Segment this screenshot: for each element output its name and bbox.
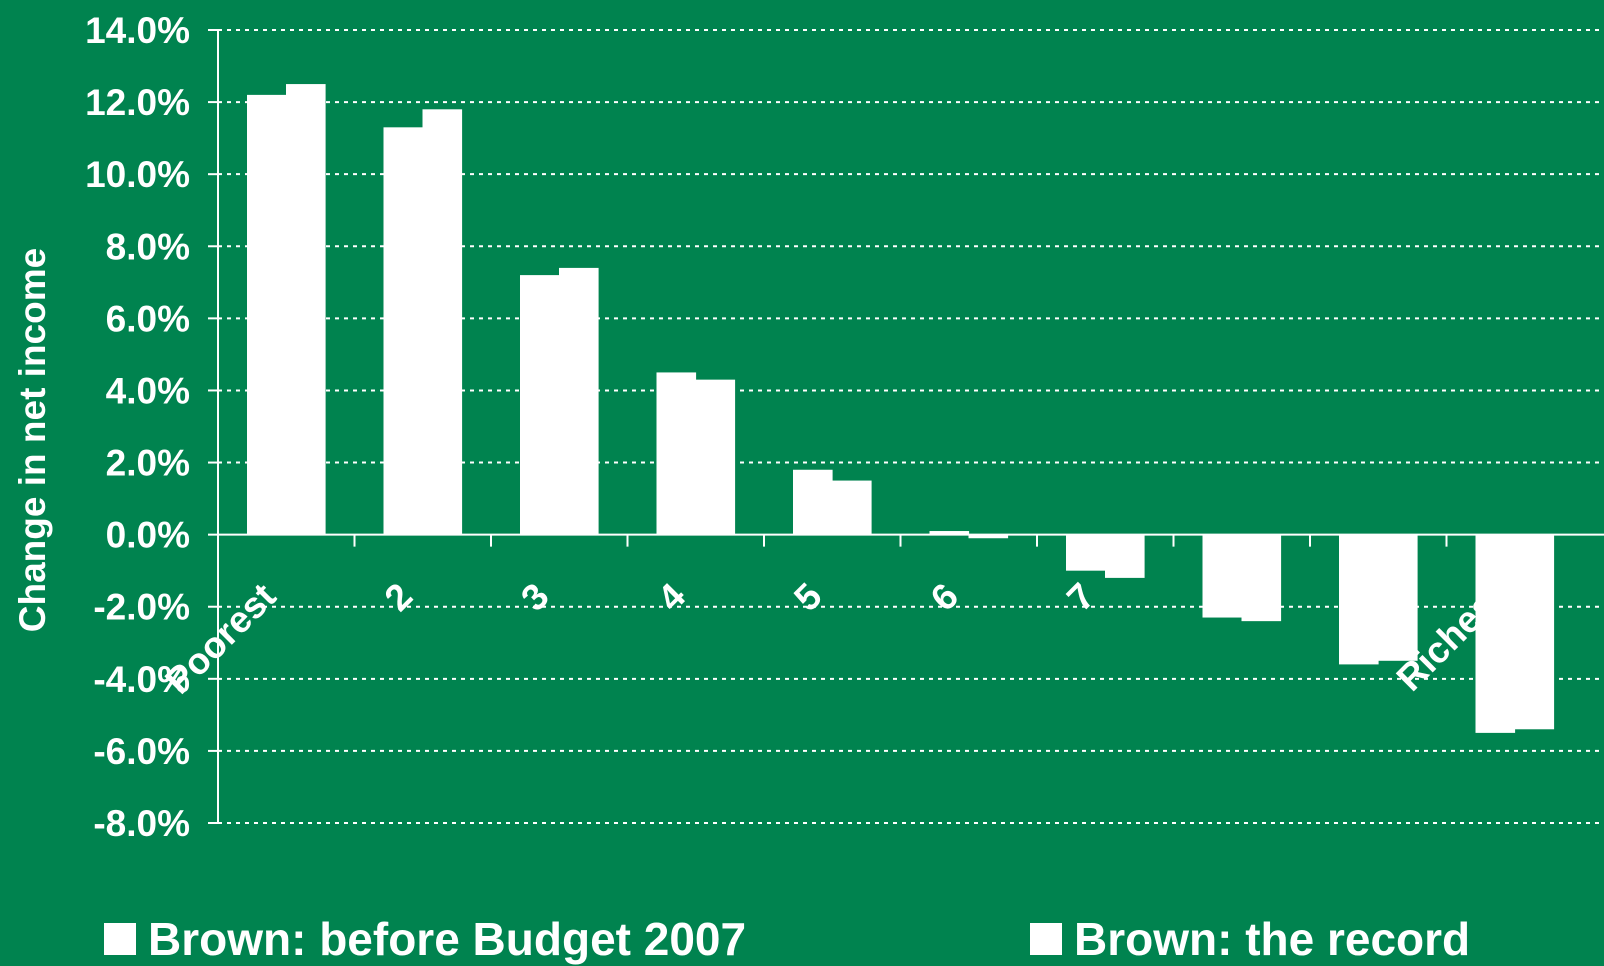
bar-before-budget-2007	[1339, 534, 1379, 665]
y-tick-label: 2.0%	[106, 443, 190, 484]
y-tick-label: 10.0%	[85, 154, 190, 195]
y-tick-label: -8.0%	[93, 803, 190, 844]
x-tick-label: 6	[923, 575, 967, 619]
y-tick-label: -4.0%	[93, 659, 190, 700]
bar-before-budget-2007	[1066, 534, 1106, 571]
bar-before-budget-2007	[793, 469, 833, 535]
legend-label: Brown: the record	[1074, 913, 1471, 965]
bar-the-record	[832, 480, 872, 535]
legend-swatch	[1030, 923, 1062, 955]
y-tick-label: 0.0%	[106, 515, 190, 556]
axes	[208, 29, 1604, 824]
x-tick-label: 2	[377, 575, 421, 619]
bar-before-budget-2007	[383, 127, 424, 535]
bar-the-record	[559, 267, 599, 535]
bar-before-budget-2007	[1202, 534, 1243, 618]
bar-the-record	[1514, 534, 1555, 730]
y-tick-label: 8.0%	[106, 226, 190, 267]
bars	[247, 84, 1555, 733]
bar-before-budget-2007	[929, 531, 970, 535]
x-tick-label: 4	[650, 575, 694, 619]
legend-swatch	[104, 923, 136, 955]
y-axis-label: Change in net income	[12, 248, 53, 632]
bar-the-record	[1241, 534, 1282, 622]
x-tick-label: 3	[513, 575, 557, 619]
legend-item-the-record: Brown: the record	[1030, 912, 1470, 966]
bar-before-budget-2007	[247, 94, 287, 535]
legend-item-before-budget-2007: Brown: before Budget 2007	[104, 912, 746, 966]
bar-the-record	[286, 84, 326, 535]
x-tick-label: 5	[786, 575, 830, 619]
legend-label: Brown: before Budget 2007	[148, 913, 747, 965]
y-tick-label: -6.0%	[93, 731, 190, 772]
y-tick-label: 14.0%	[85, 10, 190, 51]
bar-the-record	[695, 379, 736, 535]
bar-the-record	[1105, 534, 1145, 578]
y-tick-label: 12.0%	[85, 82, 190, 123]
bar-before-budget-2007	[520, 275, 560, 535]
bar-the-record	[968, 534, 1009, 539]
y-tick-label: 4.0%	[106, 370, 190, 411]
y-tick-label: -2.0%	[93, 587, 190, 628]
y-tick-label: 6.0%	[106, 298, 190, 339]
bar-before-budget-2007	[656, 372, 697, 535]
bar-before-budget-2007	[1475, 534, 1516, 733]
bar-the-record	[422, 109, 463, 535]
bar-the-record	[1378, 534, 1418, 661]
x-tick-label: 7	[1059, 575, 1103, 619]
